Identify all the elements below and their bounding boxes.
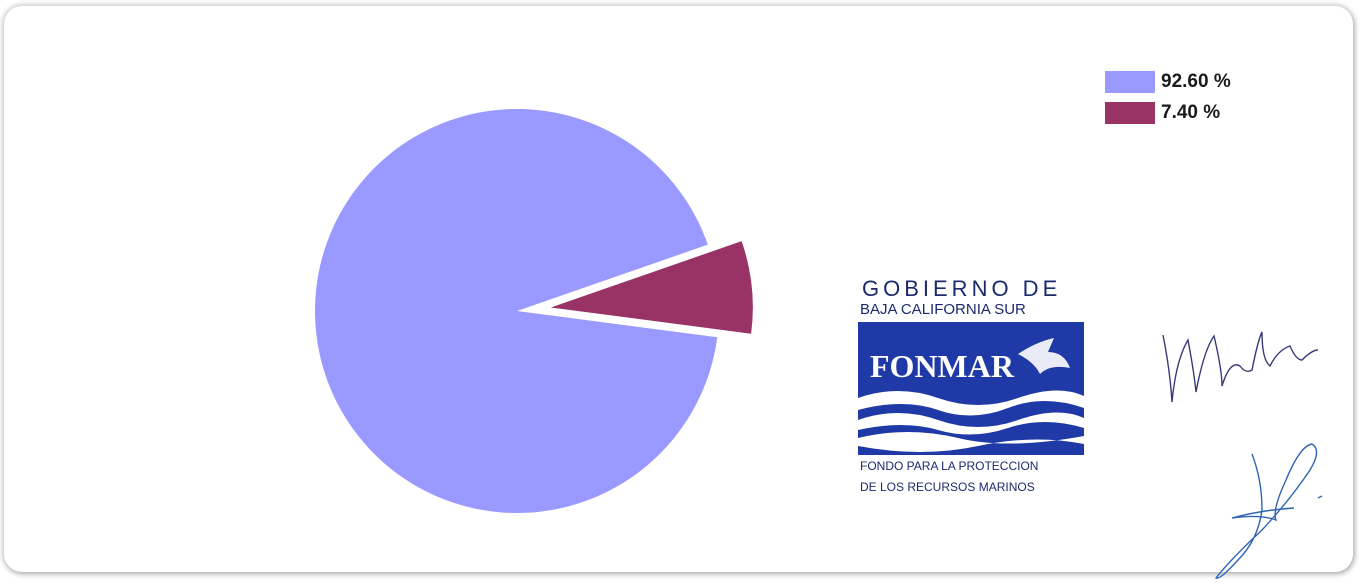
legend-label-0: 92.60 % xyxy=(1161,70,1231,92)
signature-lower xyxy=(1214,443,1323,579)
logo-government-text: GOBIERNO DE xyxy=(862,276,1062,301)
signature-upper xyxy=(1162,331,1319,403)
logo-state-text: BAJA CALIFORNIA SUR xyxy=(860,301,1026,318)
pie-slice-0 xyxy=(314,109,718,514)
legend-item-0: 92.60 % xyxy=(1105,66,1231,97)
chart-legend: 92.60 % 7.40 % xyxy=(1105,66,1231,128)
legend-label-1: 7.40 % xyxy=(1161,101,1221,123)
logo-tagline-line2: DE LOS RECURSOS MARINOS xyxy=(860,480,1035,494)
legend-item-1: 7.40 % xyxy=(1105,97,1231,128)
pie-slices xyxy=(314,109,753,514)
legend-swatch-0 xyxy=(1105,70,1155,93)
legend-swatch-1 xyxy=(1105,101,1155,124)
logo-waves-graphic xyxy=(858,338,1084,452)
fonmar-logo: GOBIERNO DE BAJA CALIFORNIA SUR FONMAR F… xyxy=(858,276,1086,500)
logo-emblem: FONMAR xyxy=(858,322,1084,455)
pie-slice-1 xyxy=(550,241,753,334)
logo-tagline-line1: FONDO PARA LA PROTECCION xyxy=(860,459,1039,473)
logo-wordmark: FONMAR xyxy=(870,348,1014,384)
